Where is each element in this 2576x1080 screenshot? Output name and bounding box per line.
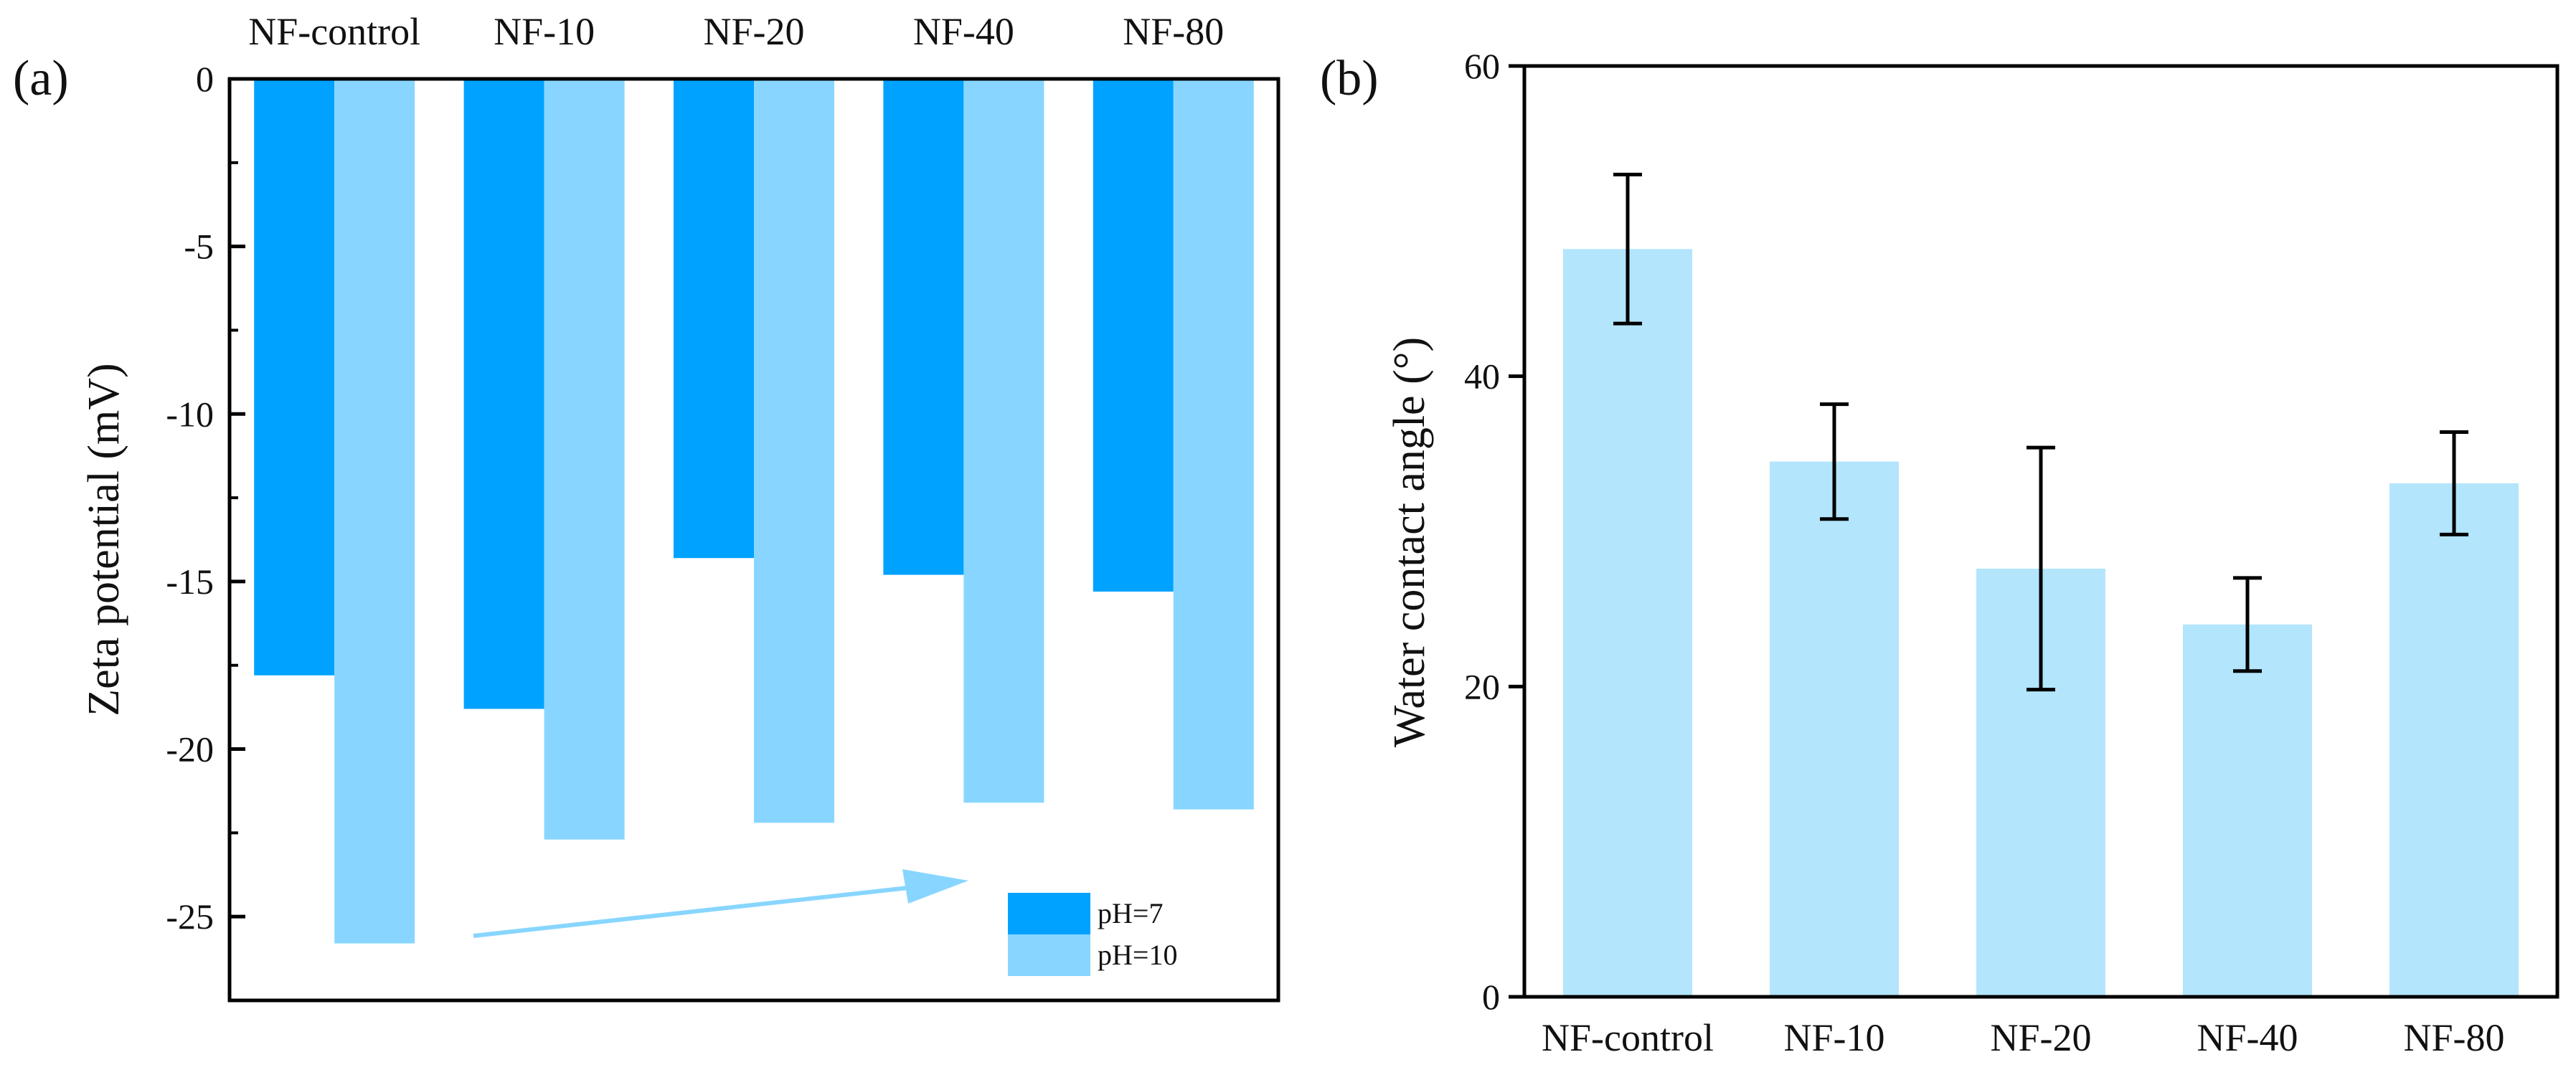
panel-b-y-tick-label: 20 xyxy=(1464,666,1500,706)
panel-a-category-label: NF-control xyxy=(248,10,420,53)
bar-nf-40 xyxy=(2183,624,2312,997)
panel-b-category-label: NF-control xyxy=(1542,1016,1714,1059)
bar-ph10-nf-control xyxy=(334,79,415,944)
panel-a-y-tick-label: -10 xyxy=(166,394,214,434)
bar-ph7-nf-80 xyxy=(1093,79,1174,592)
panel-b-y-tick-label: 0 xyxy=(1482,977,1500,1017)
panel-a-category-label: NF-20 xyxy=(703,10,804,53)
panel-a-y-axis-title: Zeta potential (mV) xyxy=(80,363,128,716)
panel-a-category-label: NF-10 xyxy=(494,10,595,53)
bar-ph10-nf-80 xyxy=(1173,79,1254,810)
legend-swatch-ph7 xyxy=(1008,893,1090,934)
legend-label-ph10: pH=10 xyxy=(1098,939,1177,971)
panel-b-plot-frame xyxy=(1522,64,2560,999)
panel-a-label: (a) xyxy=(13,51,69,106)
legend-swatch-ph10 xyxy=(1008,934,1090,976)
bar-ph7-nf-10 xyxy=(463,79,544,709)
bar-ph7-nf-control xyxy=(254,79,335,676)
panel-b-y-tick-label: 60 xyxy=(1464,46,1500,86)
panel-a-category-label: NF-80 xyxy=(1123,10,1224,53)
panel-a-y-tick-label: -20 xyxy=(166,729,214,769)
panel-a-y-tick-label: -25 xyxy=(166,896,214,937)
panel-b-y-tick-label: 40 xyxy=(1464,356,1500,397)
panel-b-category-label: NF-20 xyxy=(1990,1016,2091,1059)
bar-nf-10 xyxy=(1770,461,1899,997)
panel-b-water-contact-angle-chart: (b) Water contact angle (°) NF-control NF… xyxy=(1320,46,2560,1059)
panel-a-y-tick-label: 0 xyxy=(196,59,214,99)
panel-b-category-label: NF-40 xyxy=(2197,1016,2298,1059)
bar-ph10-nf-40 xyxy=(963,79,1044,803)
trend-arrow-head xyxy=(902,869,968,904)
panel-b-category-label: NF-10 xyxy=(1783,1016,1884,1059)
panel-b-y-axis-title: Water contact angle (°) xyxy=(1385,337,1434,747)
panel-a-y-tick-label: -15 xyxy=(166,562,214,602)
panel-b-category-label: NF-80 xyxy=(2403,1016,2504,1059)
bar-ph10-nf-20 xyxy=(754,79,834,823)
panel-b-label: (b) xyxy=(1320,51,1379,106)
panel-a-category-label: NF-40 xyxy=(913,10,1014,53)
panel-a-zeta-potential-chart: (a) Zeta potential (mV) NF-control NF-10 N… xyxy=(13,10,1280,1003)
bar-nf-control xyxy=(1563,249,1692,998)
panel-a-legend: pH=7 pH=10 xyxy=(1008,893,1177,976)
legend-label-ph7: pH=7 xyxy=(1098,897,1163,929)
trend-arrow xyxy=(473,885,915,938)
panel-a-y-tick-label: -5 xyxy=(184,227,214,267)
bar-ph10-nf-10 xyxy=(544,79,625,840)
bar-ph7-nf-20 xyxy=(674,79,754,559)
bar-nf-80 xyxy=(2389,483,2519,997)
bar-ph7-nf-40 xyxy=(883,79,964,575)
panel-a-plot-frame xyxy=(227,77,1280,1003)
